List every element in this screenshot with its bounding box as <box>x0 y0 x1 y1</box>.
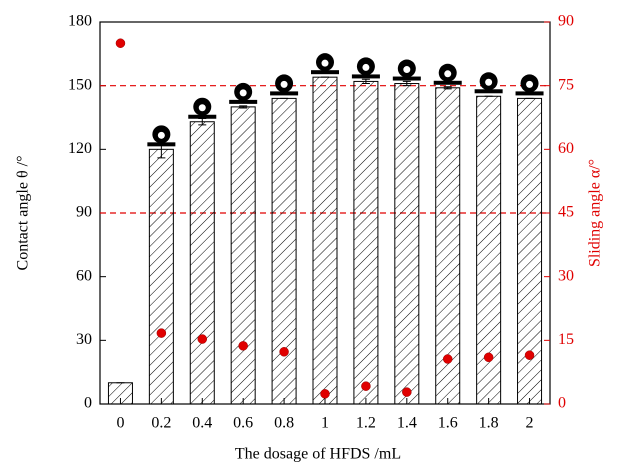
y-tick-label: 0 <box>84 395 92 412</box>
x-axis-label: The dosage of HFDS /mL <box>235 446 401 463</box>
droplet-highlight <box>403 66 411 74</box>
x-tick-label: 1 <box>321 415 329 432</box>
x-tick-label: 1.8 <box>479 415 499 432</box>
droplet-highlight <box>239 89 247 97</box>
sliding-angle-point <box>156 328 167 338</box>
droplet-icon <box>147 125 176 147</box>
droplet-substrate <box>433 80 462 85</box>
sliding-angle-point <box>442 354 453 364</box>
droplet-substrate <box>270 91 299 96</box>
y2-tick-label: 60 <box>558 140 574 157</box>
droplet-icon <box>270 74 299 96</box>
droplet-icon <box>392 59 421 81</box>
bar <box>271 97 297 405</box>
bar <box>148 148 174 405</box>
bar <box>189 121 215 405</box>
y-axis-label: Contact angle θ /° <box>15 156 32 271</box>
sliding-angle-point <box>279 347 289 357</box>
bar <box>394 83 420 405</box>
droplet-highlight <box>526 80 534 88</box>
x-tick-label: 0.2 <box>151 415 171 432</box>
droplet-substrate <box>351 74 380 79</box>
sliding-angle-point <box>483 352 494 363</box>
y2-tick-label: 45 <box>558 204 574 221</box>
x-tick-label: 1.4 <box>397 415 417 432</box>
y2-tick-label: 0 <box>558 395 566 412</box>
droplet-substrate <box>392 76 421 81</box>
bar <box>230 106 256 405</box>
sliding-angle-point <box>115 38 126 48</box>
droplet-substrate <box>147 142 176 147</box>
y-tick-label: 30 <box>76 331 92 348</box>
y2-tick-label: 30 <box>558 267 574 284</box>
error-bar <box>239 105 248 109</box>
error-bar <box>402 80 411 87</box>
y2-tick-label: 90 <box>558 13 574 30</box>
x-tick-label: 0.4 <box>192 415 212 432</box>
sliding-angle-point <box>238 341 248 351</box>
droplet-substrate <box>311 70 339 75</box>
droplet-highlight <box>485 78 493 86</box>
droplet-highlight <box>444 70 452 78</box>
x-tick-label: 0.8 <box>274 415 294 432</box>
droplet-icon <box>351 57 380 79</box>
y-tick-label: 180 <box>68 13 92 30</box>
droplet-icon <box>433 63 462 85</box>
x-tick-label: 2 <box>526 415 534 432</box>
droplet-icon <box>515 74 544 96</box>
droplet-icon <box>474 72 503 94</box>
sliding-angle-point <box>402 387 412 397</box>
sliding-angle-point <box>524 350 535 360</box>
y-tick-label: 60 <box>76 267 92 284</box>
droplet-highlight <box>321 59 329 67</box>
y-tick-label: 90 <box>76 204 92 221</box>
bar <box>107 382 133 405</box>
x-tick-label: 1.6 <box>438 415 458 432</box>
bar <box>435 87 461 405</box>
droplet-icon <box>311 53 339 75</box>
droplet-substrate <box>474 89 503 94</box>
droplet-icon <box>188 97 217 119</box>
droplet-substrate <box>188 114 217 119</box>
sliding-angle-point <box>197 334 208 344</box>
x-tick-label: 0.6 <box>233 415 253 432</box>
droplet-substrate <box>515 91 544 96</box>
droplet-substrate <box>229 99 258 104</box>
droplet-highlight <box>362 63 370 71</box>
x-tick-label: 0 <box>116 415 124 432</box>
bar <box>312 76 338 405</box>
bar <box>353 80 379 405</box>
y2-tick-label: 75 <box>558 76 574 93</box>
droplet-highlight <box>157 131 165 139</box>
error-bar <box>443 86 452 90</box>
y-tick-label: 150 <box>68 76 92 93</box>
error-bar <box>361 78 370 85</box>
sliding-angle-point <box>361 381 371 391</box>
y2-tick-label: 15 <box>558 331 574 348</box>
x-tick-label: 1.2 <box>356 415 376 432</box>
droplet-highlight <box>198 104 206 112</box>
droplet-highlight <box>280 80 288 88</box>
droplet-icon <box>229 82 258 104</box>
sliding-angle-point <box>320 389 330 399</box>
y-tick-label: 120 <box>68 140 92 157</box>
y2-axis-label: Sliding angle α/° <box>587 159 604 267</box>
